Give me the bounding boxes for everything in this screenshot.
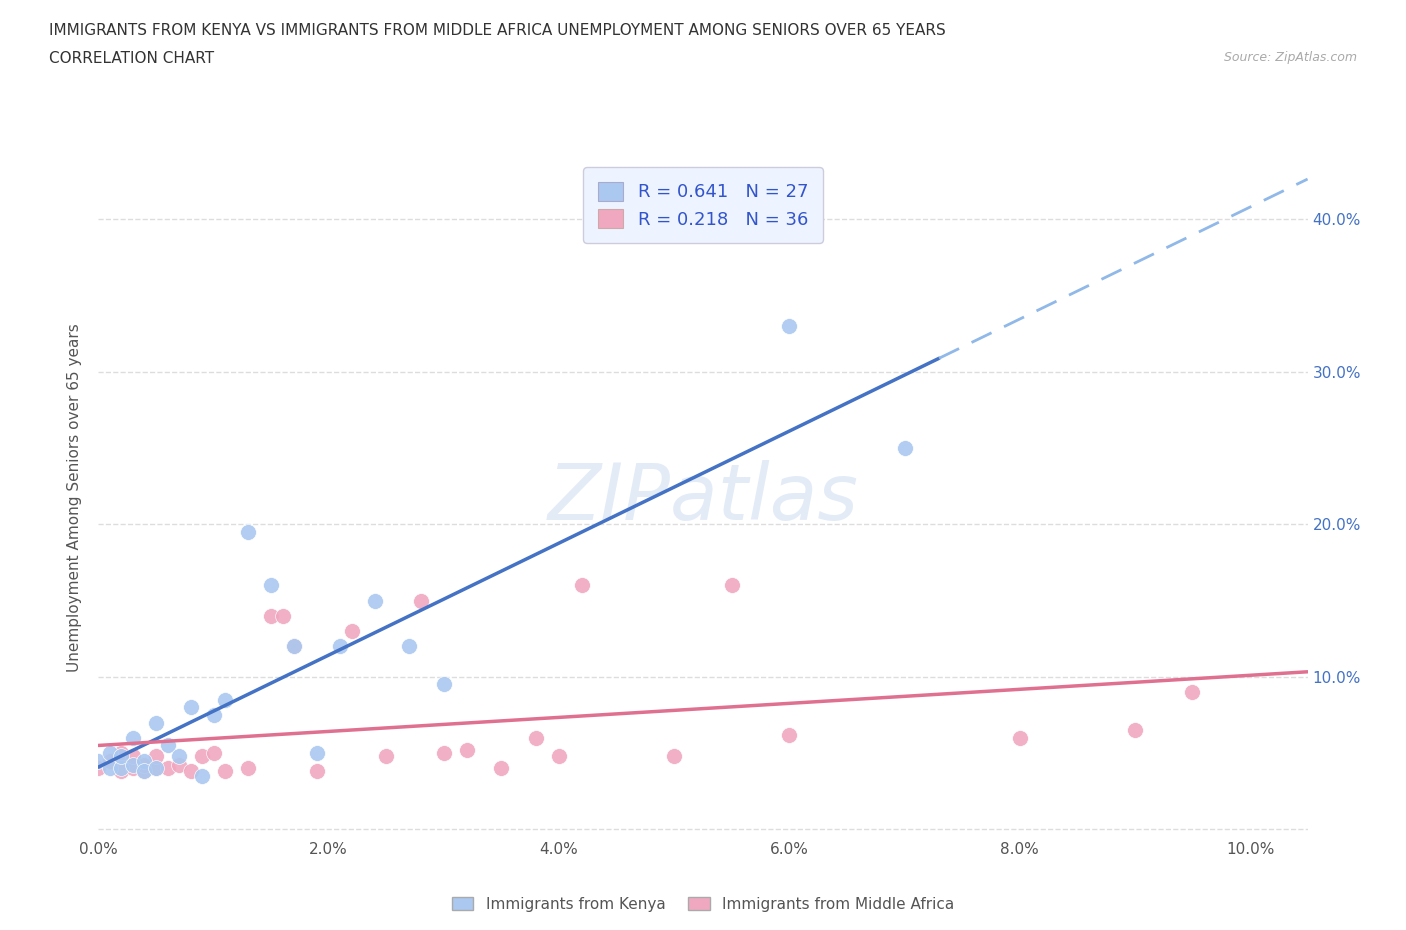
Point xyxy=(98,753,121,768)
Point xyxy=(491,761,513,776)
Point xyxy=(778,727,800,742)
Point xyxy=(398,639,420,654)
Point xyxy=(433,677,456,692)
Legend: R = 0.641   N = 27, R = 0.218   N = 36: R = 0.641 N = 27, R = 0.218 N = 36 xyxy=(583,167,823,243)
Point xyxy=(664,749,686,764)
Point xyxy=(110,749,132,764)
Point xyxy=(214,764,236,778)
Point xyxy=(145,715,167,730)
Point xyxy=(122,761,145,776)
Text: Source: ZipAtlas.com: Source: ZipAtlas.com xyxy=(1223,51,1357,64)
Point xyxy=(283,639,305,654)
Point xyxy=(145,761,167,776)
Point xyxy=(433,746,456,761)
Point xyxy=(145,749,167,764)
Point xyxy=(283,639,305,654)
Point xyxy=(375,749,398,764)
Point xyxy=(720,578,742,592)
Point xyxy=(236,761,259,776)
Text: CORRELATION CHART: CORRELATION CHART xyxy=(49,51,214,66)
Point xyxy=(167,749,190,764)
Point xyxy=(98,746,121,761)
Point xyxy=(1123,723,1146,737)
Point xyxy=(329,639,352,654)
Point xyxy=(122,749,145,764)
Point xyxy=(191,749,214,764)
Point xyxy=(167,758,190,773)
Point xyxy=(260,578,283,592)
Text: IMMIGRANTS FROM KENYA VS IMMIGRANTS FROM MIDDLE AFRICA UNEMPLOYMENT AMONG SENIOR: IMMIGRANTS FROM KENYA VS IMMIGRANTS FROM… xyxy=(49,23,946,38)
Point xyxy=(202,708,225,723)
Point xyxy=(110,746,132,761)
Point xyxy=(307,764,329,778)
Point xyxy=(778,318,800,333)
Point xyxy=(1008,730,1031,745)
Point xyxy=(260,608,283,623)
Point xyxy=(236,525,259,539)
Point xyxy=(145,761,167,776)
Point xyxy=(340,624,363,639)
Point xyxy=(191,768,214,783)
Point xyxy=(548,749,571,764)
Point xyxy=(271,608,294,623)
Point xyxy=(409,593,432,608)
Text: ZIPatlas: ZIPatlas xyxy=(547,459,859,536)
Point xyxy=(110,761,132,776)
Point xyxy=(134,758,156,773)
Y-axis label: Unemployment Among Seniors over 65 years: Unemployment Among Seniors over 65 years xyxy=(67,324,83,671)
Point xyxy=(456,742,478,757)
Point xyxy=(122,758,145,773)
Point xyxy=(202,746,225,761)
Point xyxy=(134,764,156,778)
Legend: Immigrants from Kenya, Immigrants from Middle Africa: Immigrants from Kenya, Immigrants from M… xyxy=(446,890,960,918)
Point xyxy=(134,764,156,778)
Point xyxy=(156,738,179,753)
Point xyxy=(364,593,387,608)
Point xyxy=(180,764,202,778)
Point xyxy=(307,746,329,761)
Point xyxy=(893,441,915,456)
Point xyxy=(214,692,236,707)
Point xyxy=(110,764,132,778)
Point xyxy=(571,578,593,592)
Point xyxy=(524,730,547,745)
Point xyxy=(87,753,110,768)
Point xyxy=(156,761,179,776)
Point xyxy=(134,753,156,768)
Point xyxy=(122,730,145,745)
Point xyxy=(1181,684,1204,699)
Point xyxy=(180,700,202,715)
Point xyxy=(87,761,110,776)
Point xyxy=(98,761,121,776)
